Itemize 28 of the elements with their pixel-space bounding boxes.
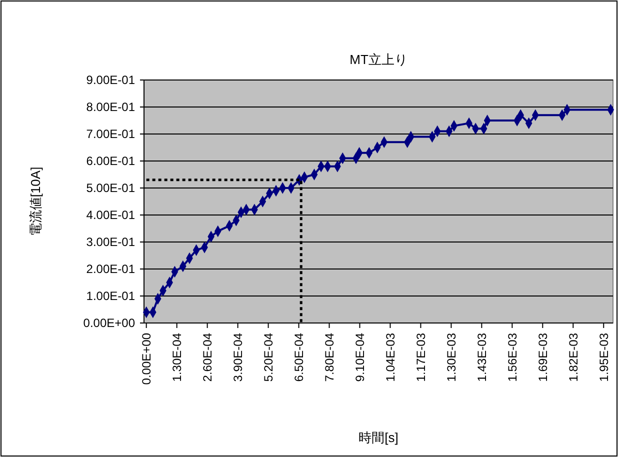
x-tick-label: 3.90E-04 <box>231 332 245 382</box>
x-tick-label: 7.80E-04 <box>322 332 336 382</box>
x-tick-label: 1.56E-03 <box>505 332 520 382</box>
x-tick-label: 1.69E-03 <box>536 332 550 382</box>
x-tick-label: 6.50E-04 <box>292 332 306 382</box>
y-tick-label: 8.00E-01 <box>86 100 136 114</box>
chart-title: MT立上り <box>350 52 408 67</box>
x-tick-label: 5.20E-04 <box>261 332 276 382</box>
y-tick-label: 4.00E-01 <box>86 208 136 222</box>
x-tick-label: 1.30E-03 <box>444 332 458 382</box>
y-tick-label: 3.00E-01 <box>86 235 136 250</box>
x-tick-label: 1.43E-03 <box>474 332 489 382</box>
x-tick-label: 1.17E-03 <box>414 332 428 382</box>
y-tick-label: 7.00E-01 <box>86 127 136 142</box>
y-tick-label: 2.00E-01 <box>86 262 136 276</box>
x-tick-label: 1.82E-03 <box>566 332 580 382</box>
y-tick-label: 5.00E-01 <box>86 181 136 196</box>
x-tick-label: 9.10E-04 <box>352 332 367 382</box>
x-tick-label: 1.04E-03 <box>383 332 398 382</box>
y-axis-title: 電流値[10A] <box>28 166 43 236</box>
y-tick-label: 9.00E-01 <box>86 73 136 88</box>
y-tick-label: 6.00E-01 <box>86 154 136 168</box>
x-tick-label: 1.30E-04 <box>170 332 184 382</box>
y-tick-label: 0.00E+00 <box>83 316 136 330</box>
y-tick-label: 1.00E-01 <box>86 289 136 304</box>
x-axis-title: 時間[s] <box>358 430 398 445</box>
x-tick-label: 1.95E-03 <box>596 332 611 382</box>
x-tick-label: 2.60E-04 <box>200 332 215 382</box>
